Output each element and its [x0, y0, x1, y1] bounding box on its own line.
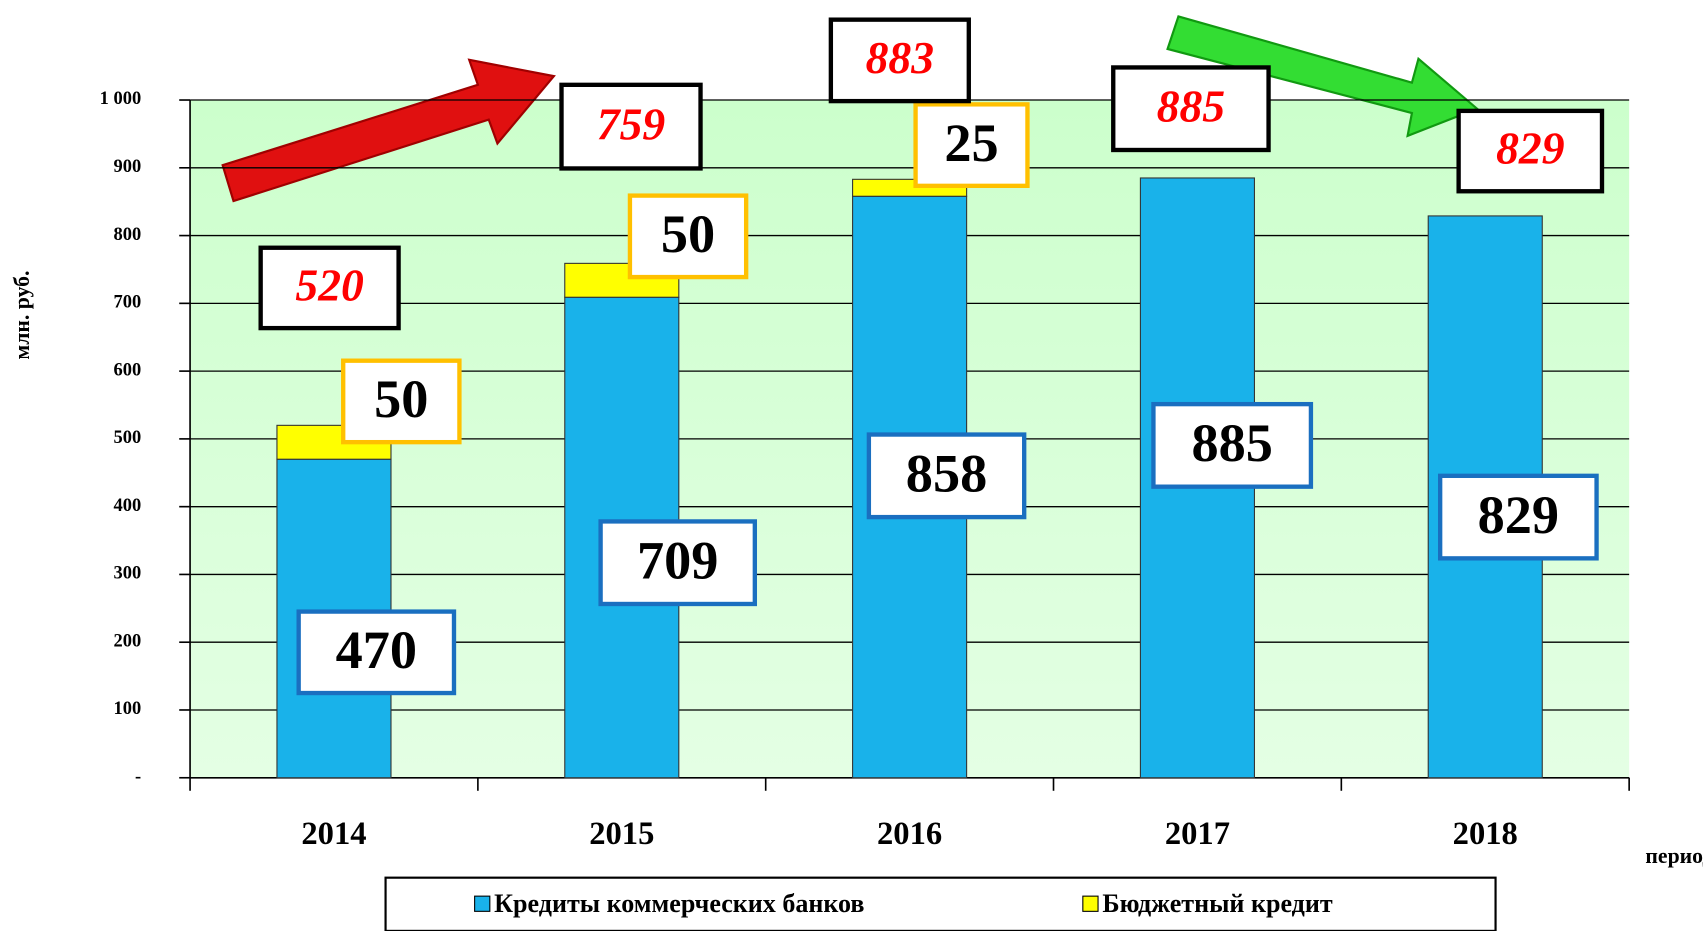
legend-swatch	[474, 895, 491, 912]
y-tick-label: 500	[114, 427, 142, 447]
x-tick-label: 2017	[1165, 816, 1230, 852]
legend-label: Бюджетный кредит	[1102, 889, 1332, 918]
total-label: 885	[1157, 80, 1225, 131]
value-label: 829	[1478, 485, 1559, 545]
x-axis-label: период	[1645, 844, 1703, 868]
value-label-box	[866, 432, 1027, 520]
value-label: 885	[1191, 413, 1272, 473]
value-label: 25	[944, 113, 998, 173]
x-tick-label: 2018	[1453, 816, 1518, 852]
x-tick-label: 2014	[301, 816, 366, 852]
total-label-box	[828, 17, 971, 104]
total-label: 883	[866, 32, 934, 83]
y-tick-label: 800	[114, 224, 142, 244]
trend-arrow-up	[221, 58, 556, 203]
value-label-box	[341, 358, 462, 445]
y-tick-label: 700	[114, 292, 142, 312]
total-label: 829	[1496, 123, 1564, 174]
value-label-box	[913, 102, 1030, 189]
x-tick-label: 2016	[877, 816, 942, 852]
y-tick-label: 600	[114, 359, 142, 379]
value-label: 470	[336, 620, 417, 680]
y-tick-label: 100	[114, 698, 142, 718]
total-label: 520	[295, 260, 363, 311]
value-label: 50	[374, 369, 428, 429]
value-label-box	[296, 609, 457, 696]
value-label: 50	[661, 204, 715, 264]
y-tick-label: 300	[114, 563, 142, 583]
value-label-box	[1437, 473, 1599, 561]
legend-label: Кредиты коммерческих банков	[494, 889, 864, 918]
y-tick-label: 1 000	[100, 88, 142, 108]
value-label: 709	[637, 530, 718, 590]
total-label-box	[258, 245, 401, 331]
total-label-box	[559, 82, 703, 171]
value-label-box	[598, 519, 758, 607]
y-tick-label: 900	[114, 156, 142, 176]
y-tick-label: 400	[114, 495, 142, 515]
total-label: 759	[597, 98, 665, 149]
y-tick-label: -	[135, 766, 141, 786]
value-label: 858	[906, 444, 987, 504]
legend-swatch	[1082, 895, 1099, 912]
value-label-box	[1151, 401, 1314, 489]
value-label-box	[627, 193, 749, 280]
trend-arrow-down	[1166, 15, 1480, 138]
total-label-box	[1456, 108, 1605, 194]
total-label-box	[1111, 65, 1271, 153]
x-tick-label: 2015	[589, 816, 654, 852]
y-axis-label: млн. руб.	[10, 271, 34, 360]
y-tick-label: 200	[114, 630, 142, 650]
